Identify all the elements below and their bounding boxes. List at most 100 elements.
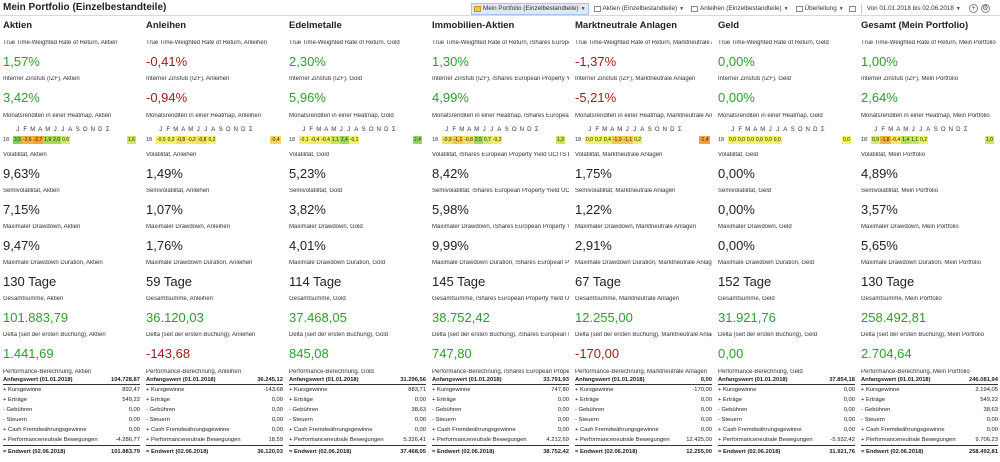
heatmap-year: 18: [146, 137, 153, 143]
metric-value: 130 Tage: [3, 274, 57, 289]
chevron-down-icon[interactable]: ▼: [580, 5, 586, 12]
metric-label: Maximaler Drawdown, Anleihen: [146, 224, 231, 230]
metric-value: 258.492,81: [861, 310, 927, 325]
row-value: 101.883,79: [110, 449, 140, 455]
table-row: + Performanceneutrale Bewegungen -5.932,4…: [718, 435, 855, 445]
table-row: + Cash Fremdwährungsgewinne 0,00: [575, 425, 712, 435]
row-label: + Performanceneutrale Bewegungen: [289, 437, 384, 443]
performance-table: Performance-Berechnung, Geld Anfangswert …: [718, 369, 855, 457]
metric-value: 0,00%: [718, 90, 755, 105]
heatmap-cell: -0,4: [890, 136, 902, 144]
row-label: - Gebühren: [432, 407, 462, 413]
row-label: + Performanceneutrale Bewegungen: [3, 437, 98, 443]
row-label: + Performanceneutrale Bewegungen: [432, 437, 527, 443]
heatmap-month: A: [324, 127, 329, 133]
heatmap-label: Monatsrenditen in einer Heatmap, Marktne…: [575, 113, 712, 119]
heatmap-cell: 0,6: [61, 136, 71, 144]
heatmap-cell: 0,2: [207, 136, 217, 144]
row-value: 0,00: [414, 427, 426, 433]
table-row: - Steuern 0,00: [146, 415, 283, 425]
chevron-down-icon[interactable]: ▼: [679, 5, 685, 12]
row-label: + Erträge: [861, 397, 886, 403]
metric-value: -0,41%: [146, 54, 188, 69]
row-label: + Erträge: [289, 397, 314, 403]
row-label: + Performanceneutrale Bewegungen: [861, 437, 956, 443]
table-row: + Erträge 0,00: [289, 395, 426, 405]
performance-table: Performance-Berechnung, Aktien Anfangswer…: [3, 369, 140, 457]
metric-label: Volatilität, Marktneutrale Anlagen: [575, 152, 663, 158]
gear-icon[interactable]: ⚙: [980, 4, 990, 13]
checkbox-icon[interactable]: [593, 5, 601, 12]
table-row: - Steuern 0,00: [289, 415, 426, 425]
metric-label: Volatilität, Mein Portfolio: [861, 152, 926, 158]
page-icon[interactable]: [848, 5, 856, 12]
row-value: 0,00: [557, 397, 569, 403]
metric-label: Maximale Drawdown Duration, Geld: [718, 260, 815, 266]
toolbar-item-ueberleitung[interactable]: Überleitung ▼: [794, 3, 846, 15]
add-icon[interactable]: +: [968, 4, 978, 13]
row-label: + Kursgewinne: [718, 387, 757, 393]
heatmap-cell: -1,8: [879, 136, 891, 144]
chevron-down-icon[interactable]: ▼: [955, 5, 961, 12]
heatmap-cell: -1,0: [611, 136, 623, 144]
row-value: 246.081,94: [968, 377, 998, 383]
heatmap-sum-cell: 2,4: [413, 136, 422, 144]
toolbar-item-label: Überleitung: [804, 5, 837, 12]
chevron-down-icon[interactable]: ▼: [783, 5, 789, 12]
heatmap-month: M: [888, 127, 894, 133]
row-label: + Cash Fremdwährungsgewinne: [3, 427, 87, 433]
chevron-down-icon[interactable]: ▼: [838, 5, 844, 12]
metric-label: Interner Zinsfuß (IZF), Mein Portfolio: [861, 76, 959, 82]
heatmap-sum-cell: 1,0: [985, 136, 994, 144]
heatmap-month: J: [445, 127, 449, 133]
metric-value: 1,75%: [575, 166, 612, 181]
row-value: 2.194,05: [975, 387, 998, 393]
row-value: 0,00: [700, 417, 712, 423]
column-title: Gesamt (Mein Portfolio): [861, 20, 969, 31]
metric-value: 2,91%: [575, 238, 612, 253]
row-value: 0,00: [843, 387, 855, 393]
table-row: - Steuern 0,00: [718, 415, 855, 425]
checkbox-icon[interactable]: [795, 5, 803, 12]
toolbar-item-anleihen[interactable]: Anleihen (Einzelbestandteile) ▼: [689, 3, 791, 15]
heatmap-month: O: [225, 127, 231, 133]
heatmap-cell: 0,0: [772, 136, 782, 144]
row-label: - Steuern: [3, 417, 27, 423]
column-title: Marktneutrale Anlagen: [575, 20, 678, 31]
row-value: 38,63: [983, 407, 998, 413]
heatmap-month: J: [919, 127, 923, 133]
heatmap-month: J: [482, 127, 486, 133]
metric-value: -170,00: [575, 346, 620, 361]
heatmap-year: 18: [718, 137, 725, 143]
heatmap-month: J: [159, 127, 163, 133]
heatmap-month: J: [874, 127, 878, 133]
heatmap-month: J: [490, 127, 494, 133]
row-label: - Gebühren: [289, 407, 319, 413]
toolbar-item-aktien[interactable]: Aktien (Einzelbestandteile) ▼: [592, 3, 687, 15]
metric-value: 3,57%: [861, 202, 898, 217]
heatmap-month: O: [511, 127, 517, 133]
checkbox-icon[interactable]: [691, 5, 699, 12]
row-value: 0,00: [271, 417, 283, 423]
toolbar-item-mein-portfolio[interactable]: Mein Portfolio (Einzelbestandteile) ▼: [471, 2, 589, 15]
performance-label: Performance-Berechnung, Mein Portfolio: [861, 369, 970, 375]
heatmap-month: N: [948, 127, 953, 133]
heatmap-month: D: [384, 127, 389, 133]
heatmap-cell: -0,8: [463, 136, 474, 144]
heatmap-month: F: [309, 127, 314, 133]
row-value: 0,00: [843, 407, 855, 413]
row-value: 18,59: [268, 437, 283, 443]
period-selector[interactable]: Von 01.01.2018 bis 02.06.2018 ▼: [865, 3, 963, 15]
metric-label: Delta (seit der ersten Buchung), Mein Po…: [861, 332, 985, 338]
heatmap-month: A: [753, 127, 758, 133]
metrics-column: Immobilien-Aktien True Time-Weighted Rate…: [429, 18, 571, 462]
metric-value: 0,00%: [718, 238, 755, 253]
heatmap-cell: 1,1: [910, 136, 920, 144]
heatmap-cell: 2,5: [473, 136, 483, 144]
row-label: = Endwert (02.06.2018): [861, 449, 924, 455]
heatmap-month: F: [166, 127, 171, 133]
heatmap-month: D: [813, 127, 818, 133]
metric-label: Maximaler Drawdown, iShares European Pro…: [432, 224, 569, 230]
